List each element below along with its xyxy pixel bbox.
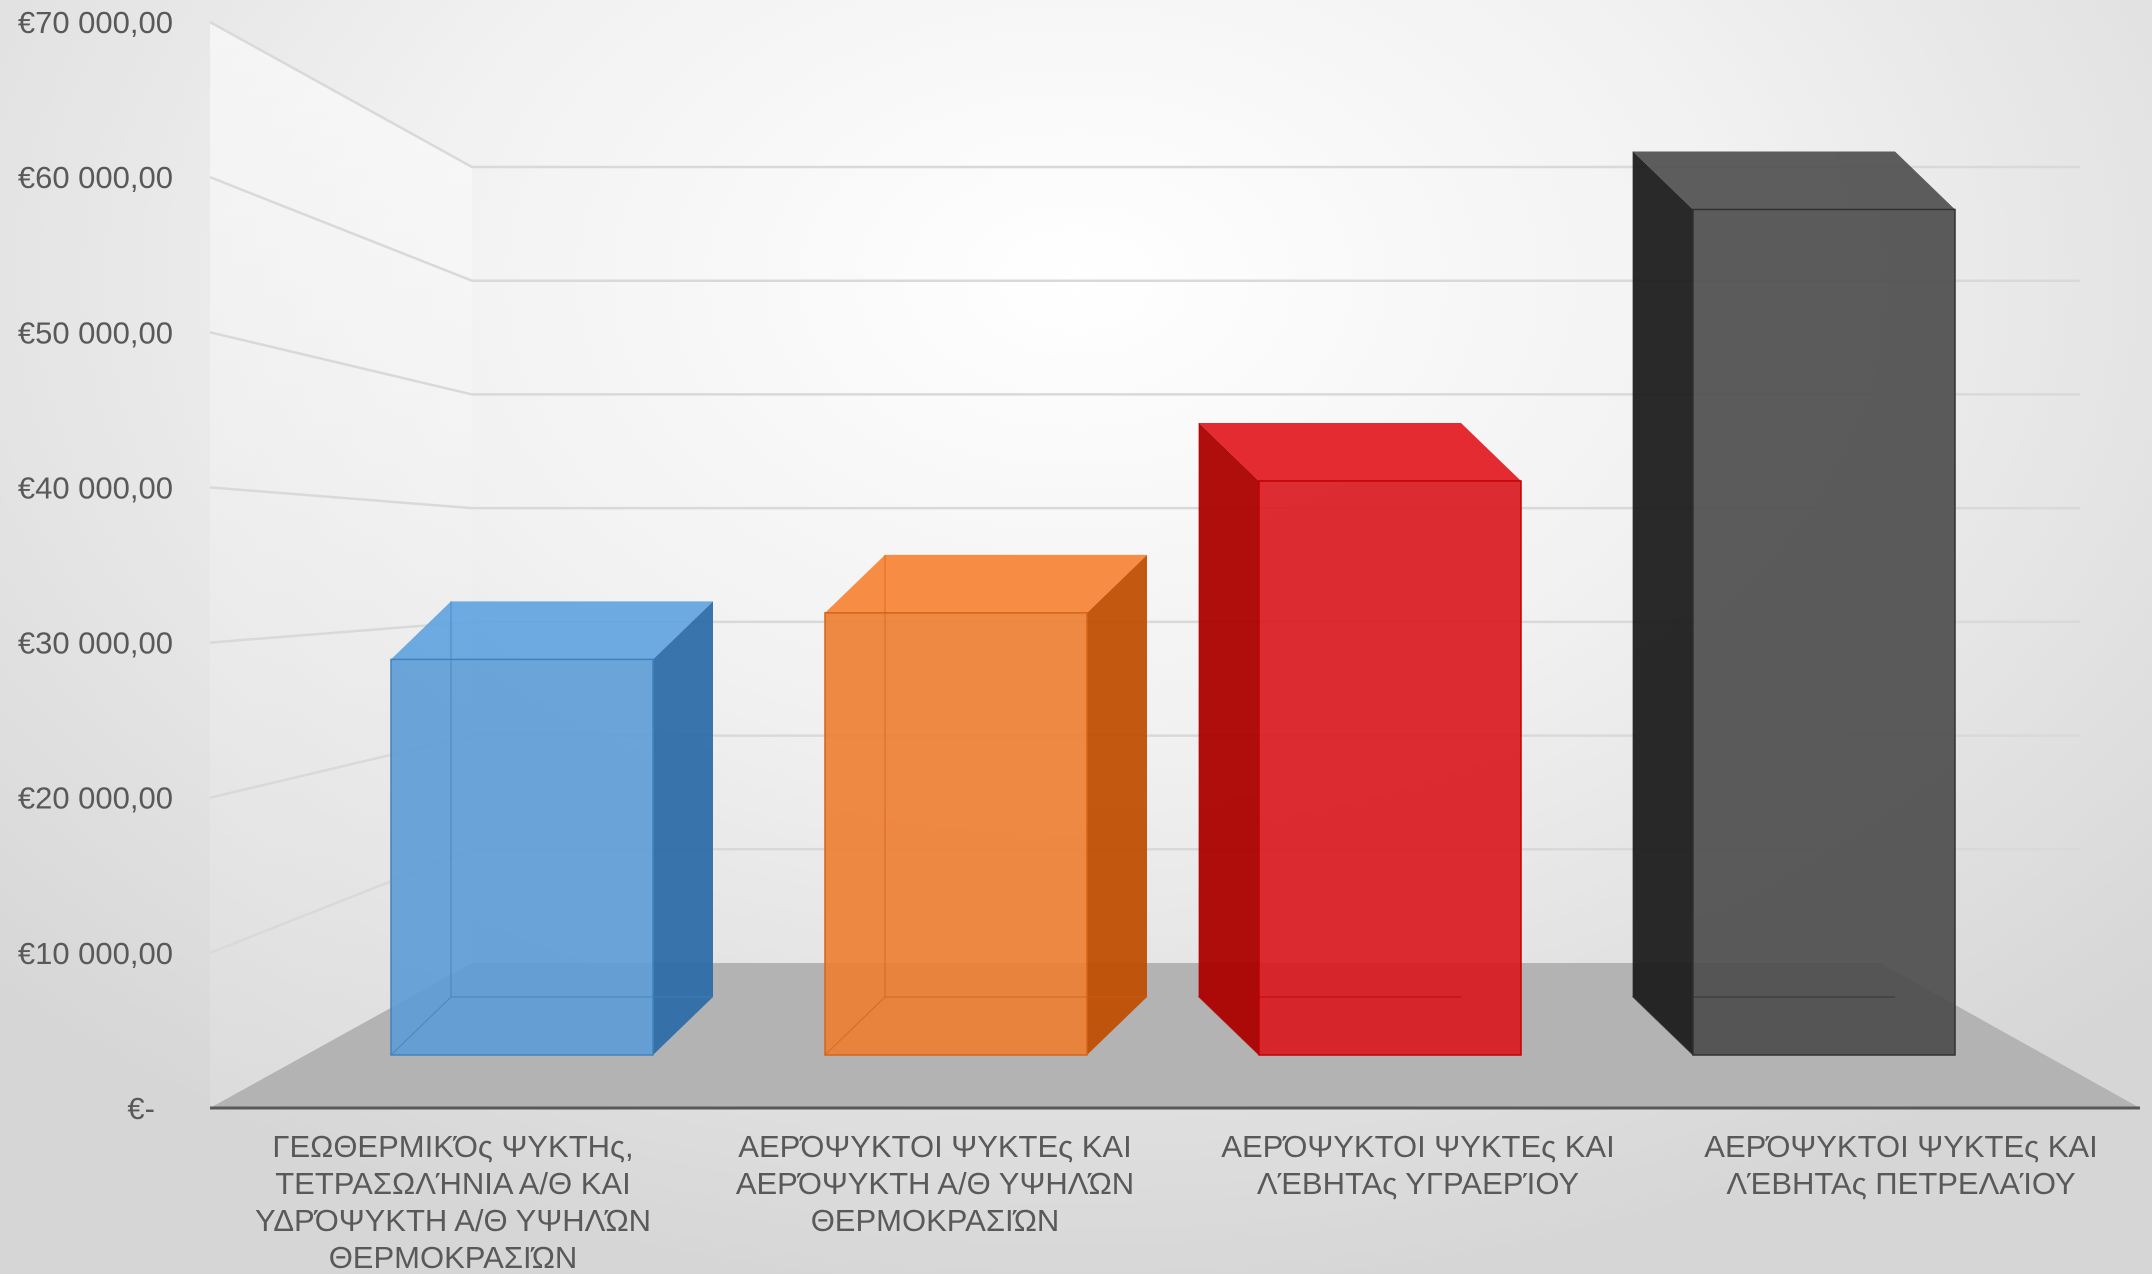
bar-side-face xyxy=(653,601,713,1055)
x-category-label-line: ΑΕΡΌΨΥΚΤΗ Α/Θ ΥΨΗΛΏΝ xyxy=(736,1166,1134,1201)
bar[interactable] xyxy=(1197,422,1522,1056)
bar-front-face xyxy=(390,658,654,1056)
bar[interactable] xyxy=(1631,151,1956,1056)
bar[interactable] xyxy=(390,601,713,1056)
gridline xyxy=(209,486,2080,510)
y-tick-label: €10 000,00 xyxy=(18,936,173,971)
bar-edge xyxy=(390,996,713,1056)
y-tick-label: €20 000,00 xyxy=(18,781,173,816)
bar-top-face xyxy=(825,554,1147,613)
x-category-label-line: ΛΈΒΗΤΑς ΠΕΤΡΕΛΑΊΟΥ xyxy=(1726,1166,2075,1201)
gridline xyxy=(209,175,2080,282)
bar-side-face xyxy=(1087,554,1147,1055)
x-category-label: ΑΕΡΌΨΥΚΤΟΙ ΨΥΚΤΕς ΚΑΙ ΑΕΡΌΨΥΚΤΗ Α/Θ ΥΨΗΛΏ… xyxy=(736,1129,1134,1238)
x-category-label-line: ΑΕΡΌΨΥΚΤΟΙ ΨΥΚΤΕς ΚΑΙ xyxy=(1704,1129,2097,1164)
bar-front-face xyxy=(1692,208,1956,1056)
y-tick-label: €- xyxy=(127,1091,155,1126)
bar-side-face xyxy=(1199,422,1259,1055)
bar-front-face xyxy=(824,612,1088,1056)
y-tick-label: €50 000,00 xyxy=(18,315,173,350)
bar-edge xyxy=(1631,996,1895,1056)
x-category-label-line: ΘΕΡΜΟΚΡΑΣΙΏΝ xyxy=(329,1240,578,1274)
x-category-label: ΓΕΩΘΕΡΜΙΚΌς ΨΥΚΤΗς, ΤΕΤΡΑΣΩΛΉΝΙΑ Α/Θ ΚΑΙ Υ… xyxy=(255,1129,651,1274)
bar-edge xyxy=(1197,996,1461,1056)
bar[interactable] xyxy=(824,554,1147,1056)
gridline xyxy=(209,20,2080,169)
bar-front-face xyxy=(1258,480,1522,1056)
x-category-label-line: ΓΕΩΘΕΡΜΙΚΌς ΨΥΚΤΗς, xyxy=(272,1129,633,1164)
x-category-label-line: ΘΕΡΜΟΚΡΑΣΙΏΝ xyxy=(811,1203,1060,1238)
x-category-label-line: ΥΔΡΌΨΥΚΤΗ Α/Θ ΥΨΗΛΏΝ xyxy=(255,1203,651,1238)
bar-top-face xyxy=(1633,151,1955,210)
bar-top-face xyxy=(1199,422,1521,481)
x-category-label-line: ΛΈΒΗΤΑς ΥΓΡΑΕΡΊΟΥ xyxy=(1257,1166,1579,1201)
x-category-label: ΑΕΡΌΨΥΚΤΟΙ ΨΥΚΤΕς ΚΑΙ ΛΈΒΗΤΑς ΠΕΤΡΕΛΑΊΟΥ xyxy=(1704,1129,2097,1201)
gridline xyxy=(209,331,2080,396)
bar-top-face xyxy=(391,601,713,660)
y-tick-label: €70 000,00 xyxy=(18,5,173,40)
y-tick-label: €60 000,00 xyxy=(18,160,173,195)
y-tick-label: €30 000,00 xyxy=(18,626,173,661)
x-category-label: ΑΕΡΌΨΥΚΤΟΙ ΨΥΚΤΕς ΚΑΙ ΛΈΒΗΤΑς ΥΓΡΑΕΡΊΟΥ xyxy=(1221,1129,1614,1201)
x-category-label-line: ΑΕΡΌΨΥΚΤΟΙ ΨΥΚΤΕς ΚΑΙ xyxy=(1221,1129,1614,1164)
y-tick-label: €40 000,00 xyxy=(18,470,173,505)
x-category-label-line: ΤΕΤΡΑΣΩΛΉΝΙΑ Α/Θ ΚΑΙ xyxy=(275,1166,630,1201)
x-category-label-line: ΑΕΡΌΨΥΚΤΟΙ ΨΥΚΤΕς ΚΑΙ xyxy=(738,1129,1131,1164)
bar-side-face xyxy=(1633,151,1693,1055)
bar-edge xyxy=(824,996,1147,1056)
